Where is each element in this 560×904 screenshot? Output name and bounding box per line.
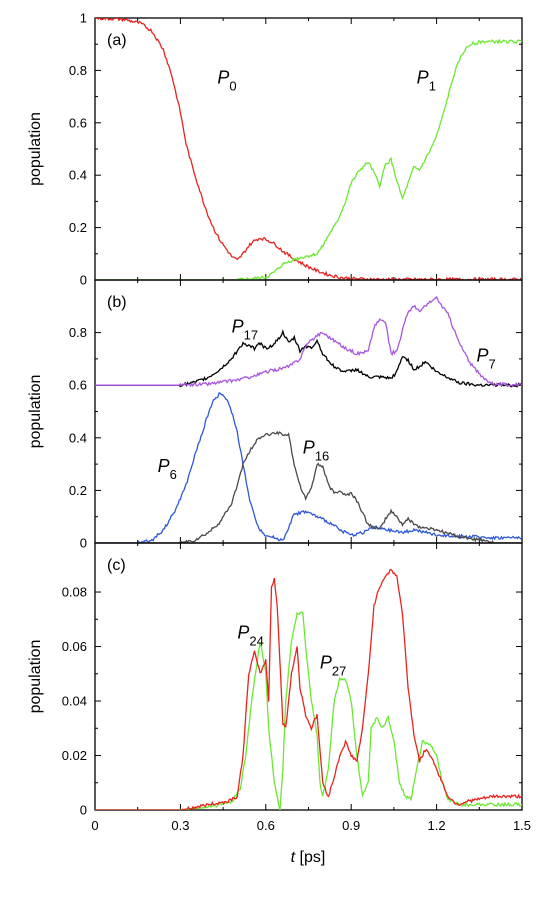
series-line-p24 [95, 611, 522, 810]
panel-tag: (b) [107, 294, 127, 311]
panel-3: 0 0.3 0.6 0.9 1.2 1.5 0 0.02 0.04 0.06 0.08 populat… [27, 542, 531, 833]
x-tick-label: 1.2 [428, 818, 446, 833]
series-line-p1 [95, 38, 522, 280]
panel-tag: (a) [107, 32, 127, 49]
x-axis-title-var: t [291, 849, 296, 866]
series-label-p1: P1 [417, 68, 436, 94]
y-tick-label: 0.6 [69, 378, 87, 393]
series-label-p6: P6 [158, 456, 177, 482]
panel-frame [94, 279, 523, 544]
y-tick-label: 0.4 [69, 168, 87, 183]
series-label-p7: P7 [476, 346, 495, 372]
y-tick-label: 0.8 [69, 63, 87, 78]
x-tick-label: 1.5 [513, 818, 531, 833]
x-axis-title: t [ps] [291, 849, 326, 866]
panel-tag: (c) [107, 557, 126, 574]
y-axis-title: population [27, 112, 44, 186]
y-axis-title: population [27, 640, 44, 714]
x-tick-label: 0.6 [257, 818, 275, 833]
y-tick-label: 0.04 [62, 694, 87, 709]
series-line-p27 [95, 568, 522, 810]
series-label-p24: P24 [237, 622, 263, 648]
y-tick-label: 0.08 [62, 585, 87, 600]
series-label-p0: P0 [217, 68, 236, 94]
panel-frame [94, 17, 523, 281]
series-line-p0 [95, 18, 522, 280]
y-tick-label: 0 [80, 803, 87, 818]
y-tick-label: 1 [80, 11, 87, 26]
y-tick-label: 0.4 [69, 430, 87, 445]
y-tick-label: 0.2 [69, 483, 87, 498]
y-tick-label: 0 [80, 273, 87, 288]
series-label-p27: P27 [320, 652, 346, 678]
series-label-p17: P17 [232, 317, 258, 343]
x-tick-label: 0 [91, 818, 98, 833]
y-tick-label: 0.02 [62, 748, 87, 763]
y-tick-label: 0 [80, 536, 87, 551]
series-line-p7 [95, 295, 522, 388]
y-tick-label: 0.6 [69, 115, 87, 130]
panel-1: 0 0.2 0.4 0.6 0.8 1 population (a) P0 P1 [27, 11, 523, 288]
y-axis-title: population [27, 375, 44, 449]
x-tick-label: 0.3 [171, 818, 189, 833]
series-label-p16: P16 [303, 438, 329, 464]
y-tick-label: 0.2 [69, 220, 87, 235]
y-tick-label: 0.8 [69, 325, 87, 340]
series-line-p16 [95, 430, 522, 543]
series-line-p6 [95, 392, 522, 543]
x-tick-label: 0.9 [342, 818, 360, 833]
y-tick-label: 0.06 [62, 639, 87, 654]
panel-2: 0 0.2 0.4 0.6 0.8 population (b) P17 P7 P6 P16 [27, 279, 523, 551]
x-axis-title-unit: [ps] [295, 849, 325, 866]
